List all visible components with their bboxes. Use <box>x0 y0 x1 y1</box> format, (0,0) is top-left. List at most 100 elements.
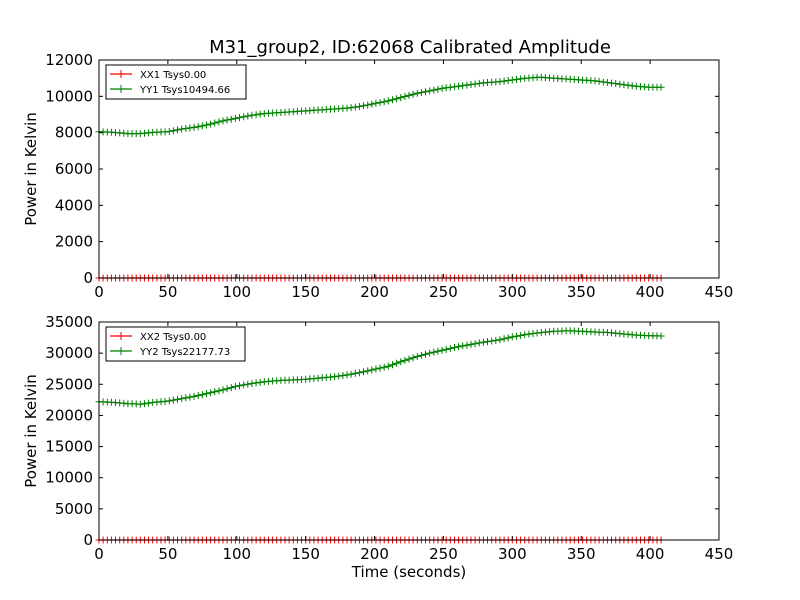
series-2 <box>95 327 665 408</box>
legend: XX1 Tsys0.00 YY1 Tsys10494.66 <box>105 64 247 100</box>
x-tick-label: 250 <box>429 545 458 563</box>
y-tick-label: 0 <box>83 531 93 549</box>
data-point <box>650 87 651 88</box>
legend-label: YY2 Tsys22177.73 <box>139 347 230 358</box>
data-point <box>346 108 347 109</box>
data-point <box>581 79 582 80</box>
data-point <box>608 82 609 83</box>
data-point <box>553 331 554 332</box>
x-tick-label: 300 <box>498 283 527 301</box>
data-point <box>167 401 168 402</box>
data-point <box>236 386 237 387</box>
x-tick-label: 100 <box>222 545 251 563</box>
data-point <box>278 380 279 381</box>
data-point <box>498 81 499 82</box>
data-point <box>457 86 458 87</box>
legend-swatch-marker <box>117 70 125 78</box>
legend-label: YY1 Tsys10494.66 <box>139 85 230 96</box>
legend-swatch-marker <box>117 85 125 93</box>
data-point <box>608 332 609 333</box>
chart-panel-2: 0 50 100 150 200 250 300 350 400 450 0 5000 10000 150… <box>22 313 733 581</box>
x-tick-label: 400 <box>636 283 665 301</box>
data-point <box>112 132 113 133</box>
data-point <box>333 376 334 377</box>
data-point <box>484 82 485 83</box>
data-point <box>526 78 527 79</box>
data-point <box>305 110 306 111</box>
data-point <box>650 335 651 336</box>
data-point <box>567 330 568 331</box>
data-point <box>319 378 320 379</box>
y-tick-label: 25000 <box>45 375 93 393</box>
data-point <box>222 389 223 390</box>
data-point <box>374 103 375 104</box>
data-point <box>429 90 430 91</box>
data-point <box>264 381 265 382</box>
data-point <box>222 120 223 121</box>
data-point <box>181 128 182 129</box>
data-point <box>443 349 444 350</box>
data-point <box>470 84 471 85</box>
data-point <box>195 396 196 397</box>
x-tick-label: 100 <box>222 283 251 301</box>
data-point <box>264 113 265 114</box>
plots-group: 0 50 100 150 200 250 300 350 400 4500200040006000… <box>22 51 733 581</box>
data-point <box>291 379 292 380</box>
x-tick-label: 400 <box>636 545 665 563</box>
data-point <box>291 111 292 112</box>
data-point <box>154 132 155 133</box>
data-point <box>154 402 155 403</box>
data-point <box>512 79 513 80</box>
y-tick-label: 15000 <box>45 438 93 456</box>
data-point <box>126 133 127 134</box>
data-point <box>581 331 582 332</box>
data-point <box>236 118 237 119</box>
data-point <box>319 109 320 110</box>
legend-label: XX1 Tsys0.00 <box>140 70 206 81</box>
y-axis-label: Power in Kelvin <box>22 112 40 226</box>
legend-box <box>105 326 246 362</box>
data-point <box>209 392 210 393</box>
data-point <box>457 346 458 347</box>
data-point <box>498 340 499 341</box>
data-point <box>622 84 623 85</box>
data-point <box>539 332 540 333</box>
data-point <box>539 77 540 78</box>
data-point <box>181 398 182 399</box>
data-point <box>661 87 662 88</box>
x-tick-label: 450 <box>705 283 734 301</box>
data-point <box>402 361 403 362</box>
chart-panel-1: 0 50 100 150 200 250 300 350 400 450 0 2000 4000 6000… <box>22 51 733 301</box>
legend-swatch-marker <box>117 332 125 340</box>
x-tick-label: 350 <box>567 545 596 563</box>
data-point <box>112 402 113 403</box>
x-tick-label: 50 <box>158 545 177 563</box>
data-point <box>250 383 251 384</box>
y-axis-label: Power in Kelvin <box>22 374 40 488</box>
y-tick-label: 30000 <box>45 344 93 362</box>
data-point <box>484 341 485 342</box>
y-tick-label: 0 <box>83 269 93 287</box>
data-point <box>305 379 306 380</box>
legend-box <box>105 64 247 100</box>
data-point <box>374 369 375 370</box>
data-point <box>470 344 471 345</box>
x-tick-label: 350 <box>567 283 596 301</box>
data-point <box>622 333 623 334</box>
data-point <box>195 127 196 128</box>
data-point <box>333 108 334 109</box>
data-point <box>388 100 389 101</box>
data-point <box>250 115 251 116</box>
y-tick-label: 8000 <box>55 124 93 142</box>
legend-label: XX2 Tsys0.00 <box>140 332 206 343</box>
data-point <box>512 336 513 337</box>
data-point <box>415 93 416 94</box>
legend-swatch-marker <box>117 347 125 355</box>
y-tick-label: 4000 <box>55 196 93 214</box>
data-point <box>388 366 389 367</box>
data-point <box>126 403 127 404</box>
x-tick-label: 0 <box>94 283 104 301</box>
x-tick-label: 200 <box>360 545 389 563</box>
data-point <box>402 97 403 98</box>
